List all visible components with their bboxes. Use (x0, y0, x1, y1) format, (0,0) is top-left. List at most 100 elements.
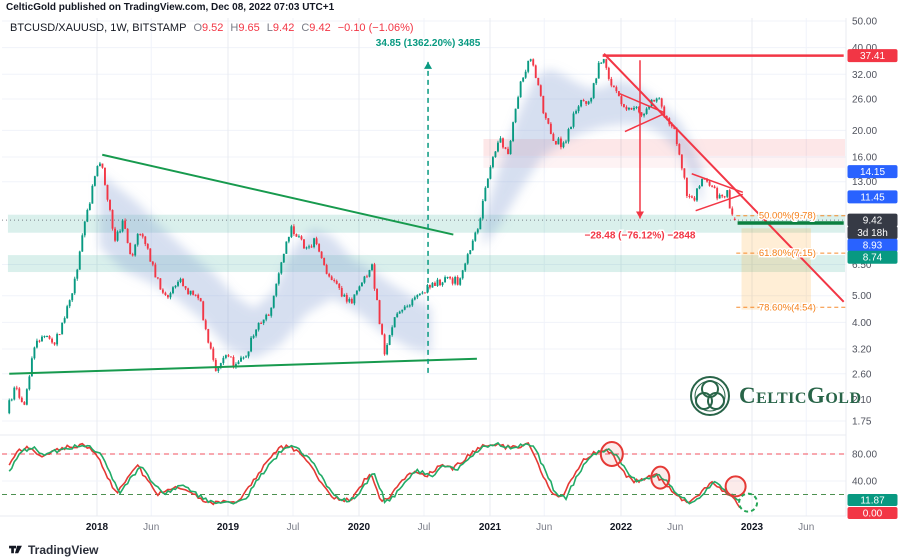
svg-text:2023: 2023 (741, 522, 764, 533)
bar-countdown-badge (847, 226, 898, 240)
svg-text:20.00: 20.00 (852, 126, 877, 137)
footer-bar: TradingView (0, 540, 900, 559)
red-downtrend-line (603, 53, 845, 303)
svg-text:78.60%(4.54): 78.60%(4.54) (759, 302, 816, 313)
pennant2-upper (691, 173, 744, 193)
svg-text:11.87: 11.87 (860, 495, 885, 506)
tradingview-brand[interactable]: TradingView (28, 542, 99, 557)
low-value: 9.42 (272, 22, 295, 34)
candlesticks (8, 58, 736, 415)
watermark-text: CelticGold (739, 383, 862, 408)
change-value: −0.10 (−1.06%) (337, 22, 414, 34)
celticgold-logo-icon (690, 376, 730, 416)
svg-text:Jun: Jun (536, 522, 552, 533)
svg-text:9.42: 9.42 (863, 216, 883, 227)
support-zone-low (7, 255, 846, 273)
support-zone-mid (7, 214, 846, 233)
svg-text:Jun: Jun (798, 522, 814, 533)
svg-text:32.00: 32.00 (852, 70, 877, 81)
svg-text:−28.48 (−76.12%) −2848: −28.48 (−76.12%) −2848 (585, 231, 696, 242)
svg-text:8.93: 8.93 (863, 241, 883, 252)
svg-text:40.00: 40.00 (852, 43, 877, 54)
resistance-zone-lower (483, 155, 846, 168)
publish-bar: CelticGold published on TradingView.com,… (0, 0, 900, 16)
indicator-clouds (99, 68, 703, 359)
indicator-badge-1 (847, 165, 898, 179)
svg-text:50.00%(9.78): 50.00%(9.78) (759, 211, 816, 222)
svg-text:50.00: 50.00 (852, 17, 877, 28)
close-value: 9.42 (309, 22, 331, 34)
open-value: 9.52 (202, 22, 224, 34)
resistance-zone-upper (483, 138, 846, 156)
svg-text:5.00: 5.00 (852, 291, 872, 302)
green-lower-trendline (9, 357, 477, 375)
signal-circle-red (599, 441, 624, 467)
tradingview-logo-icon[interactable] (8, 542, 23, 557)
svg-text:2.60: 2.60 (852, 369, 872, 380)
signal-circle-green (738, 492, 759, 513)
svg-text:2021: 2021 (479, 522, 502, 533)
svg-text:6.50: 6.50 (852, 260, 872, 271)
oscillator-panel[interactable] (0, 434, 846, 513)
signal-circle-red (724, 475, 747, 498)
svg-text:Jul: Jul (418, 522, 431, 533)
svg-text:3d 18h: 3d 18h (857, 228, 888, 239)
svg-text:2.10: 2.10 (852, 395, 872, 406)
green-upper-trendline (102, 153, 454, 236)
signal-circle-red (650, 465, 671, 490)
price-chart-canvas[interactable]: 50.00%(9.78) 61.80%(7.15) 78.60%(4.54) 34.8… (0, 16, 900, 540)
close-label: C (301, 22, 310, 34)
svg-text:1.75: 1.75 (852, 417, 872, 428)
publish-text: CelticGold published on TradingView.com,… (6, 2, 335, 13)
pennant2-lower (695, 193, 744, 212)
svg-text:16.00: 16.00 (852, 152, 877, 163)
oscillator-slow-line (8, 441, 740, 505)
svg-text:26.00: 26.00 (852, 95, 877, 106)
svg-text:Jul: Jul (287, 522, 300, 533)
high-value: 9.65 (238, 22, 260, 34)
svg-text:0.00: 0.00 (863, 509, 883, 520)
svg-text:Jun: Jun (143, 522, 159, 533)
svg-text:61.80%(7.15): 61.80%(7.15) (759, 248, 816, 259)
svg-text:11.45: 11.45 (860, 192, 885, 203)
indicator-badge-4 (847, 250, 898, 264)
fib-target-box (741, 228, 811, 310)
svg-text:34.85 (1362.20%) 3485: 34.85 (1362.20%) 3485 (376, 38, 481, 49)
indicator-badge-2 (847, 190, 898, 204)
high-label: H (230, 22, 239, 34)
chart-area: 50.00%(9.78) 61.80%(7.15) 78.60%(4.54) 34.8… (0, 16, 900, 540)
svg-text:2022: 2022 (610, 522, 633, 533)
measure-annotations[interactable]: 34.85 (1362.20%) 3485 −28.48 (−76.12%) −2… (374, 36, 697, 373)
svg-text:13.00: 13.00 (852, 177, 877, 188)
svg-text:8.74: 8.74 (863, 253, 883, 264)
pennant1-lower (624, 112, 665, 133)
svg-text:Jun: Jun (667, 522, 683, 533)
svg-text:2020: 2020 (348, 522, 371, 533)
symbol-title[interactable]: BTCUSD/XAUUSD, 1W, BITSTAMP (10, 22, 187, 34)
time-axis[interactable]: 2018 Jun 2019 Jul 2020 Jul 2021 Jun 2022 Jun 2023 J… (0, 515, 846, 533)
svg-text:14.15: 14.15 (860, 167, 885, 178)
svg-text:2019: 2019 (217, 522, 240, 533)
resistance-badge (847, 49, 898, 63)
svg-text:2018: 2018 (86, 522, 109, 533)
svg-text:3.20: 3.20 (852, 344, 872, 355)
svg-text:37.41: 37.41 (860, 51, 885, 62)
svg-text:40.00: 40.00 (852, 477, 877, 488)
trendlines[interactable] (9, 53, 845, 375)
open-label: O (193, 22, 202, 34)
pennant1-upper (619, 92, 665, 114)
oscillator-badge-11.87 (847, 493, 898, 506)
svg-text:4.00: 4.00 (852, 318, 872, 329)
oscillator-badge-0.00 (847, 507, 898, 519)
price-axis[interactable]: 50.00 40.00 32.00 26.00 20.00 16.00 13.00 6.50 5… (845, 16, 900, 540)
indicator-badge-3 (847, 238, 898, 252)
celticgold-watermark: CelticGold (688, 374, 862, 418)
low-label: L (266, 22, 273, 34)
chart-legend[interactable]: BTCUSD/XAUUSD, 1W, BITSTAMP O 9.52 H 9.65 … (10, 22, 414, 34)
current-price-badge (847, 213, 898, 227)
fib-retracement[interactable]: 50.00%(9.78) 61.80%(7.15) 78.60%(4.54) (736, 209, 846, 315)
price-zones (7, 138, 846, 310)
indicator-cloud-1 (99, 172, 431, 359)
svg-text:80.00: 80.00 (852, 450, 877, 461)
